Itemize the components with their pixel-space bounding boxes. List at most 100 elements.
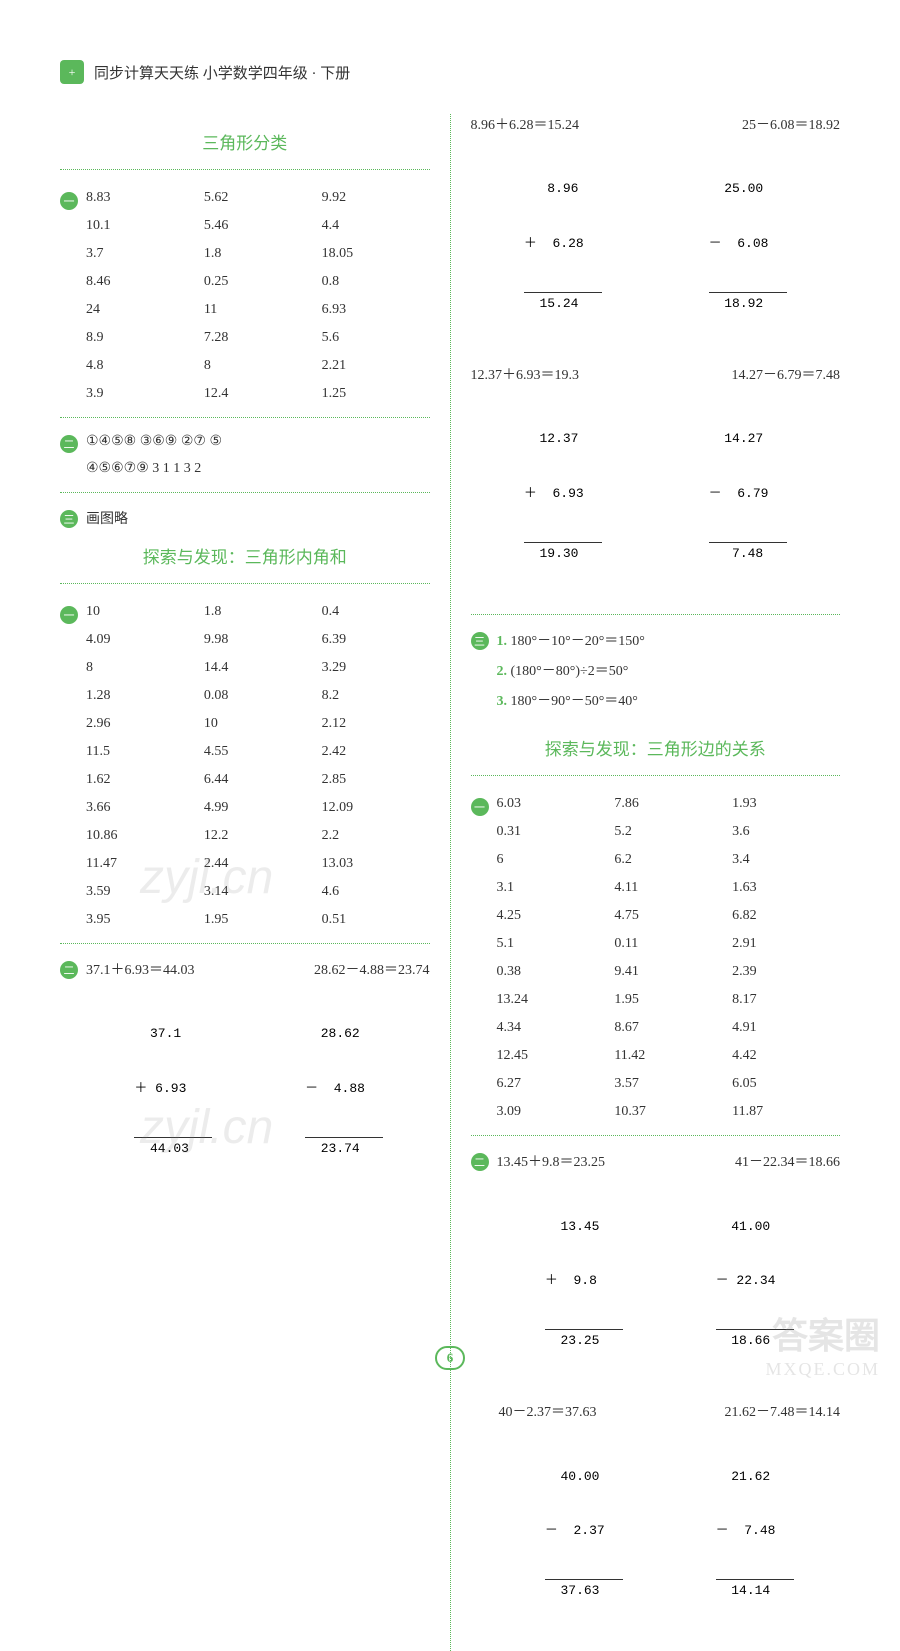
grid-cell: 6.39 [322,632,430,648]
grid-cell: 7.86 [614,796,722,812]
grid-cell: 1.93 [732,796,840,812]
brand-watermark: 答案圈 MXQE.COM [765,1307,880,1380]
eq-r1-left: 8.96＋6.28＝15.24 [471,114,580,134]
grid-cell: 8.67 [614,1020,722,1036]
grid-cell: 4.6 [322,884,430,900]
badge-r1: 一 [471,798,489,816]
eq-r1-right: 25－6.08＝18.92 [742,114,840,134]
section-title-angle-sum: 探索与发现：三角形内角和 [60,543,430,584]
data-grid-3: 6.037.861.930.315.23.666.23.43.14.111.63… [497,796,841,1120]
data-grid-1: 8.835.629.9210.15.464.43.71.818.058.460.… [86,190,430,402]
grid-cell: 1.63 [732,880,840,896]
grid-cell: 10 [86,604,194,620]
grid-cell: 4.11 [614,880,722,896]
eq-r4-left: 40－2.37＝37.63 [499,1401,597,1421]
grid-cell: 4.4 [322,218,430,234]
grid-cell: 2.12 [322,716,430,732]
grid-cell: 5.46 [204,218,312,234]
header-title: 同步计算天天练 小学数学四年级 · 下册 [94,62,350,83]
grid-cell: 3.14 [204,884,312,900]
grid-cell: 10.37 [614,1104,722,1120]
grid-cell: 8.83 [86,190,194,206]
grid-cell: 0.38 [497,964,605,980]
eq-r3-right: 41－22.34＝18.66 [735,1151,840,1171]
grid-cell: 2.39 [732,964,840,980]
badge-3: 三 [60,510,78,528]
grid-cell: 5.62 [204,190,312,206]
eq-r4-right: 21.62－7.48＝14.14 [725,1401,841,1421]
badge-r3: 三 [471,632,489,650]
eq-r3-left: 13.45＋9.8＝23.25 [497,1151,606,1171]
grid-cell: 4.8 [86,358,194,374]
vcalc-r1a: 8.96 ＋ 6.28 15.24 [524,144,602,349]
grid-cell: 9.41 [614,964,722,980]
vcalc-r3a: 13.45 ＋ 9.8 23.25 [545,1181,623,1386]
grid-cell: 0.25 [204,274,312,290]
grid-cell: 9.98 [204,632,312,648]
grid-cell: 4.91 [732,1020,840,1036]
grid-cell: 13.03 [322,856,430,872]
grid-cell: 10 [204,716,312,732]
grid-cell: 11.42 [614,1048,722,1064]
grid-cell: 6.82 [732,908,840,924]
circled-row-1: ①④⑤⑧ ③⑥⑨ ②⑦ ⑤ [86,433,430,450]
grid-cell: 2.42 [322,744,430,760]
vcalc-r1b: 25.00 － 6.08 18.92 [709,144,787,349]
grid-cell: 5.6 [322,330,430,346]
content-columns: 三角形分类 一 8.835.629.9210.15.464.43.71.818.… [60,114,840,1651]
badge-1: 一 [60,192,78,210]
vcalc-l1a: 37.1 ＋ 6.93 44.03 [134,989,212,1194]
vcalc-r2b: 14.27 － 6.79 7.48 [709,394,787,599]
grid-cell: 10.1 [86,218,194,234]
header-icon: + [60,60,84,84]
grid-cell: 0.8 [322,274,430,290]
grid-cell: 8.46 [86,274,194,290]
grid-cell: 10.86 [86,828,194,844]
grid-cell: 5.1 [497,936,605,952]
grid-cell: 12.4 [204,386,312,402]
grid-cell: 1.62 [86,772,194,788]
grid-cell: 4.34 [497,1020,605,1036]
grid-cell: 11.5 [86,744,194,760]
grid-cell: 4.55 [204,744,312,760]
grid-cell: 8.17 [732,992,840,1008]
grid-cell: 0.11 [614,936,722,952]
grid-cell: 1.8 [204,604,312,620]
vcalc-r4b: 21.62 － 7.48 14.14 [716,1431,794,1636]
grid-cell: 3.6 [732,824,840,840]
grid-cell: 4.99 [204,800,312,816]
grid-cell: 1.8 [204,246,312,262]
grid-cell: 6.2 [614,852,722,868]
page-header: + 同步计算天天练 小学数学四年级 · 下册 [60,60,840,84]
grid-cell: 0.08 [204,688,312,704]
grid-cell: 1.95 [204,912,312,928]
section-title-triangle-class: 三角形分类 [60,129,430,170]
grid-cell: 0.31 [497,824,605,840]
grid-cell: 8.9 [86,330,194,346]
grid-cell: 12.45 [497,1048,605,1064]
grid-cell: 3.57 [614,1076,722,1092]
grid-cell: 8.2 [322,688,430,704]
grid-cell: 0.51 [322,912,430,928]
grid-cell: 2.96 [86,716,194,732]
eq-l1-left: 37.1＋6.93＝44.03 [86,959,195,979]
left-column: 三角形分类 一 8.835.629.9210.15.464.43.71.818.… [60,114,451,1651]
eq-l1-right: 28.62－4.88＝23.74 [314,959,430,979]
grid-cell: 2.44 [204,856,312,872]
grid-cell: 8 [204,358,312,374]
grid-cell: 12.09 [322,800,430,816]
badge-4: 一 [60,606,78,624]
grid-cell: 3.66 [86,800,194,816]
grid-cell: 8 [86,660,194,676]
grid-cell: 6.44 [204,772,312,788]
grid-cell: 3.1 [497,880,605,896]
right-column: 8.96＋6.28＝15.24 25－6.08＝18.92 8.96 ＋ 6.2… [471,114,841,1651]
badge-2: 二 [60,435,78,453]
grid-cell: 3.29 [322,660,430,676]
grid-cell: 6.03 [497,796,605,812]
grid-cell: 2.2 [322,828,430,844]
draw-note: 画图略 [86,508,128,528]
grid-cell: 5.2 [614,824,722,840]
grid-cell: 4.25 [497,908,605,924]
grid-cell: 3.09 [497,1104,605,1120]
